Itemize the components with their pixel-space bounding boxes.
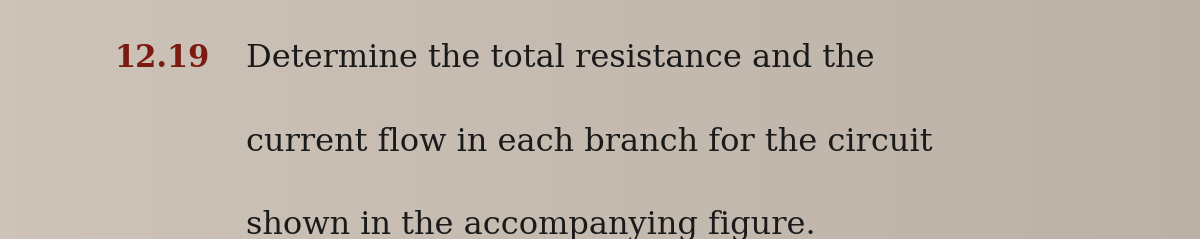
Text: Determine the total resistance and the: Determine the total resistance and the [246,43,875,74]
Text: current flow in each branch for the circuit: current flow in each branch for the circ… [246,127,932,158]
Text: shown in the accompanying figure.: shown in the accompanying figure. [246,210,816,239]
Text: 12.19: 12.19 [114,43,209,74]
